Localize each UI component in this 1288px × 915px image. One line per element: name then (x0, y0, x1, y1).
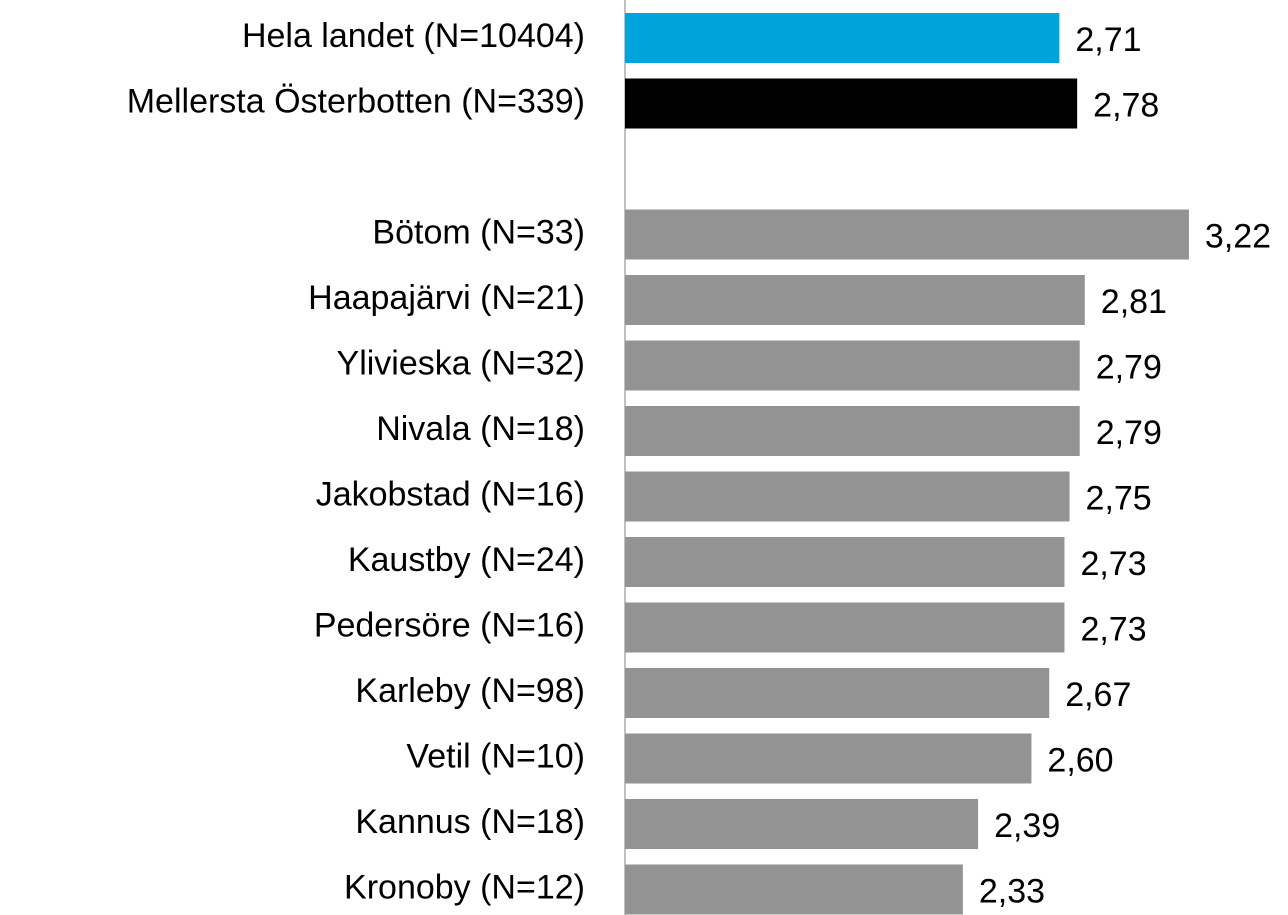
category-label: Pedersöre (N=16) (314, 606, 585, 644)
value-label: 2,79 (1096, 414, 1162, 452)
category-label: Haapajärvi (N=21) (308, 279, 585, 317)
bar (625, 78, 1078, 129)
category-label: Nivala (N=18) (376, 410, 585, 448)
value-label: 3,22 (1205, 217, 1271, 255)
category-label: Kaustby (N=24) (348, 541, 585, 579)
value-label: 2,60 (1047, 741, 1113, 779)
bar (625, 668, 1050, 718)
bar (625, 13, 1060, 63)
bar (625, 602, 1065, 653)
bar (625, 799, 979, 849)
category-label: Hela landet (N=10404) (242, 17, 585, 55)
value-label: 2,71 (1075, 21, 1141, 59)
category-label: Karleby (N=98) (355, 672, 585, 710)
value-label: 2,67 (1065, 676, 1131, 714)
value-label: 2,73 (1080, 610, 1146, 648)
value-label: 2,79 (1096, 348, 1162, 386)
value-label: 2,78 (1093, 86, 1159, 124)
category-label: Mellersta Österbotten (N=339) (127, 82, 585, 120)
value-label: 2,75 (1086, 479, 1152, 517)
bar (625, 209, 1189, 260)
category-label: Jakobstad (N=16) (316, 475, 585, 513)
bar (625, 864, 963, 915)
value-label: 2,39 (994, 807, 1060, 845)
bar (625, 340, 1080, 391)
value-label: 2,81 (1101, 283, 1167, 321)
category-label: Kronoby (N=12) (344, 868, 585, 906)
value-label: 2,33 (979, 872, 1045, 910)
bar (625, 275, 1085, 325)
category-label: Bötom (N=33) (372, 213, 585, 251)
bar (625, 537, 1065, 587)
bar (625, 406, 1080, 456)
bar (625, 471, 1070, 522)
bar (625, 733, 1032, 784)
category-label: Kannus (N=18) (355, 803, 585, 841)
category-label: Vetil (N=10) (406, 737, 585, 775)
value-label: 2,73 (1080, 545, 1146, 583)
category-label: Ylivieska (N=32) (337, 344, 585, 382)
